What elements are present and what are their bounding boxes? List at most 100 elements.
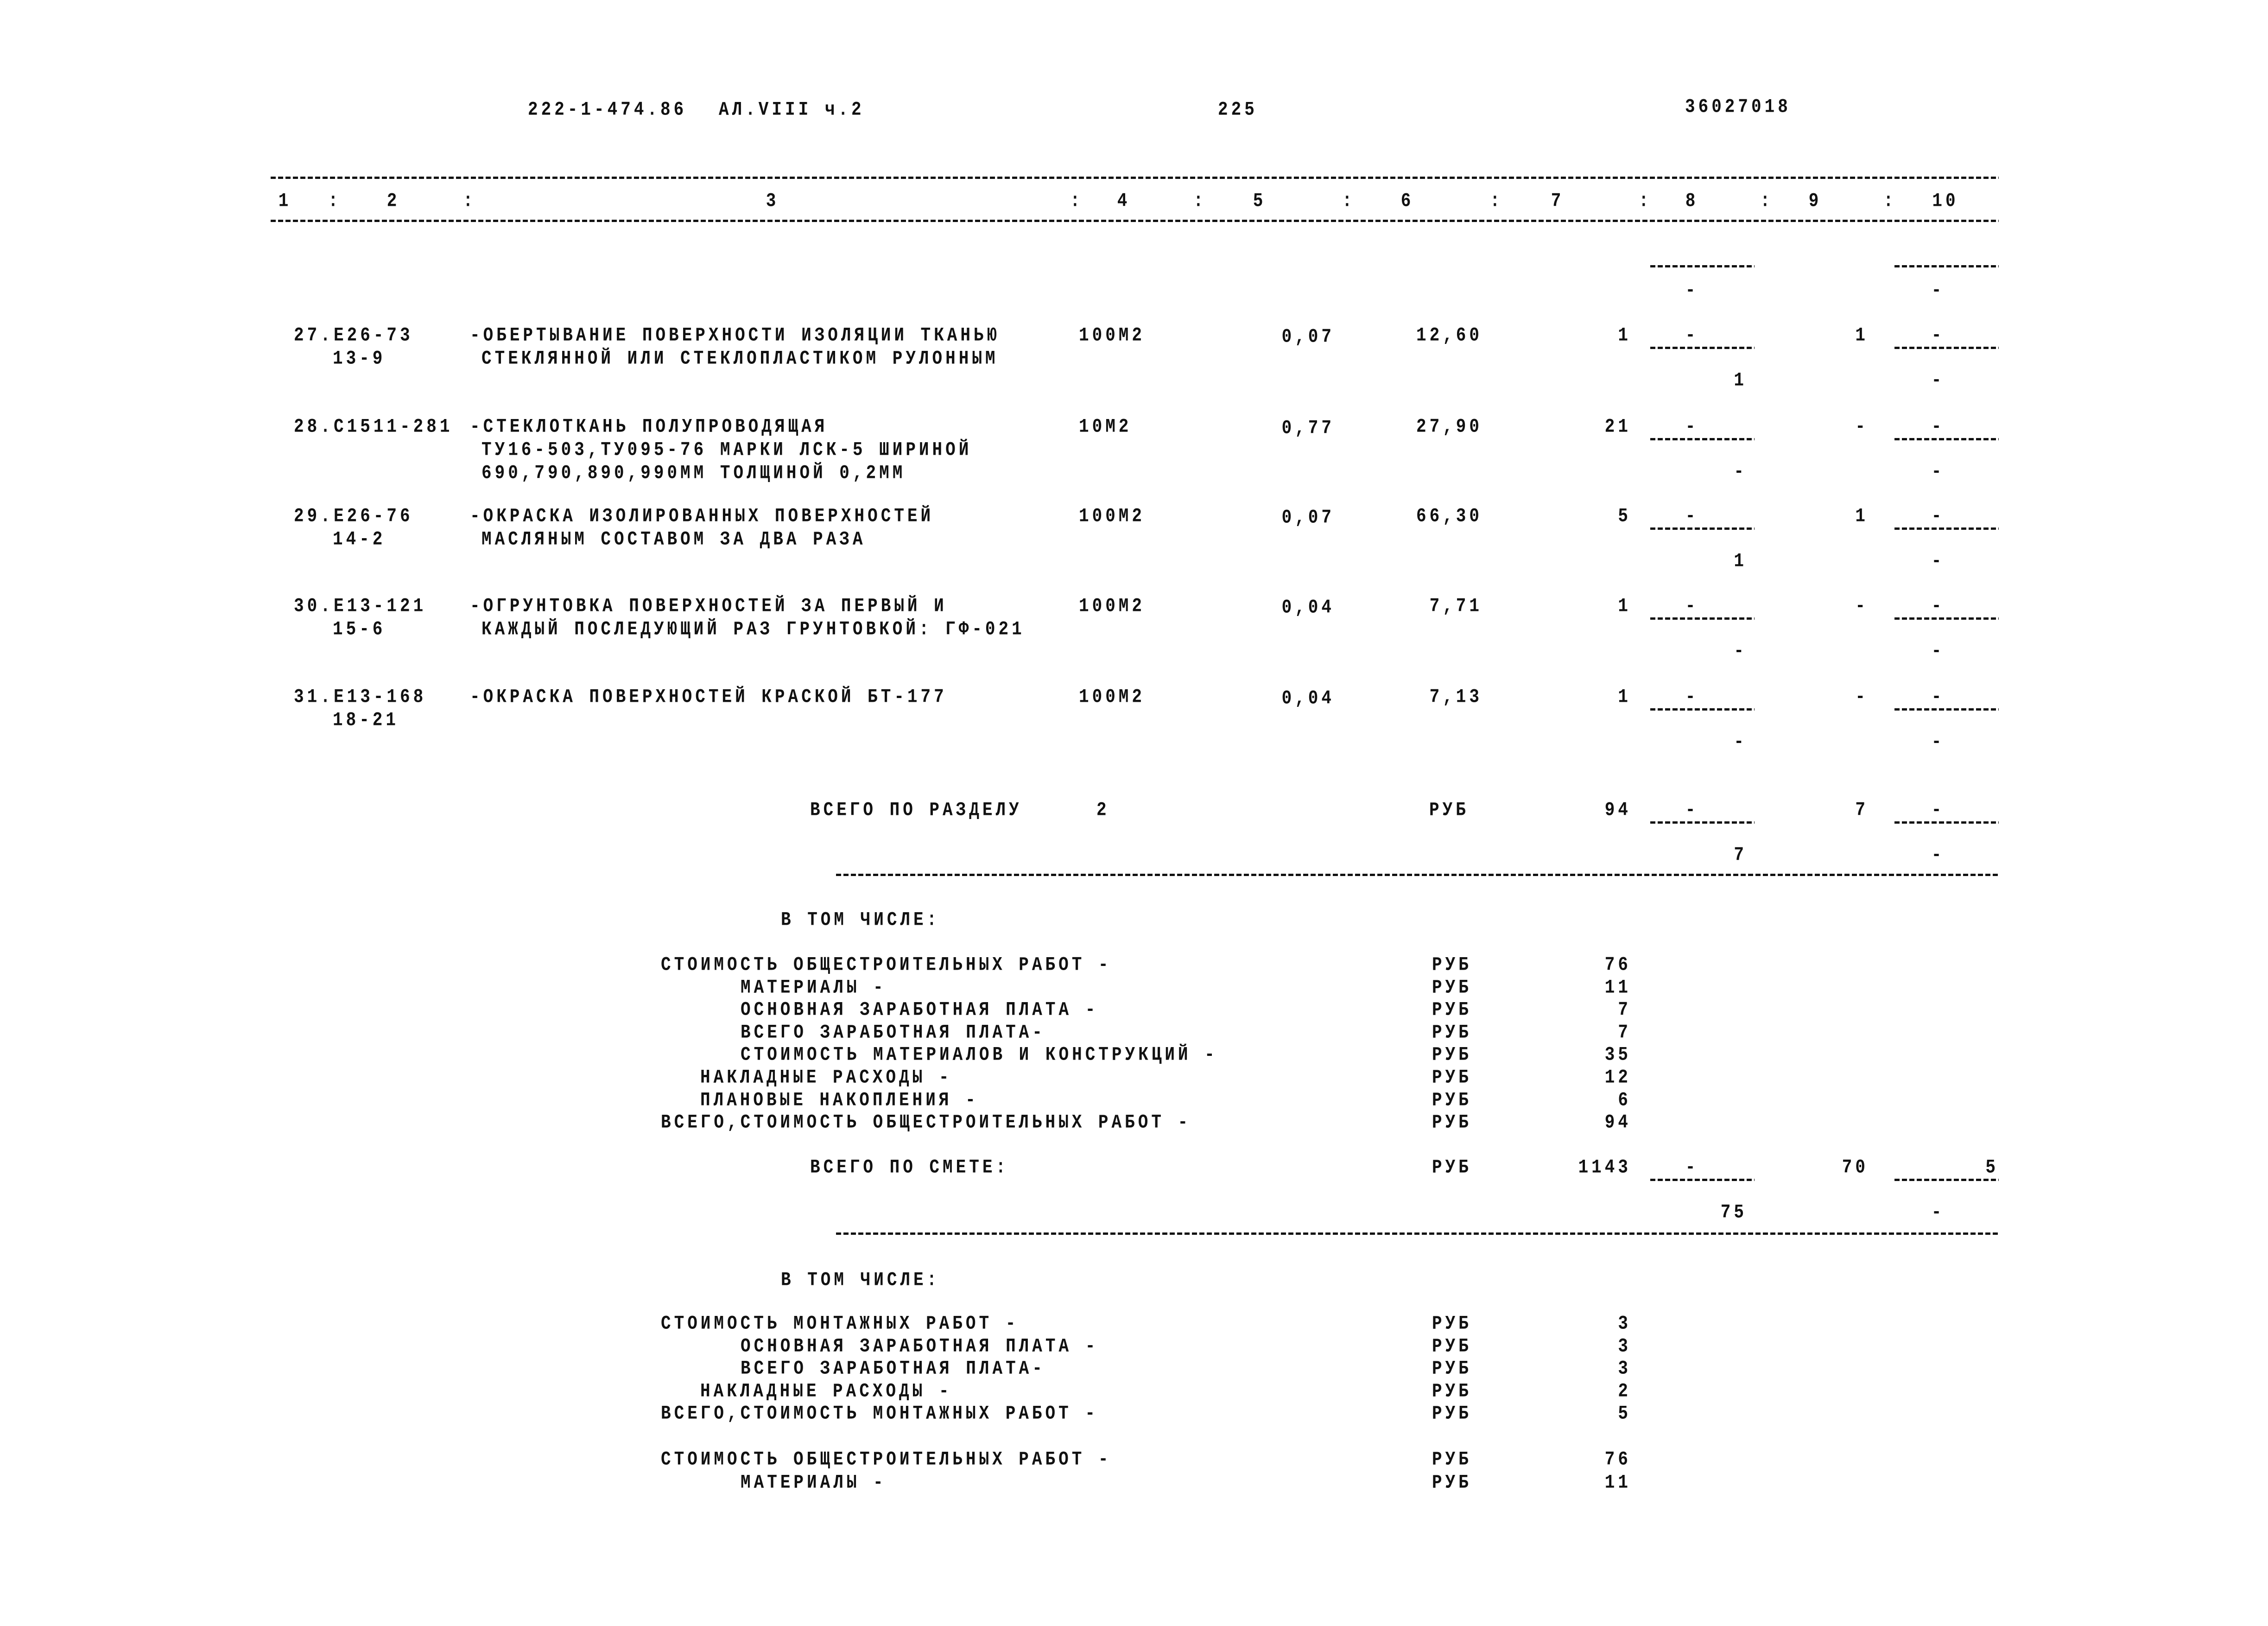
item-code: Е13-168 xyxy=(334,686,427,708)
breakdown-label: ВСЕГО ЗАРАБОТНАЯ ПЛАТА- xyxy=(741,1021,1045,1043)
item-col9: 1 xyxy=(1855,324,1869,346)
breakdown-label: МАТЕРИАЛЫ - xyxy=(741,1471,887,1493)
item-unit: 100М2 xyxy=(1079,686,1146,708)
breakdown-label: ВСЕГО,СТОИМОСТЬ ОБЩЕСТРОИТЕЛЬНЫХ РАБОТ - xyxy=(661,1112,1191,1134)
item-col7: 1 xyxy=(1618,595,1631,617)
item-col10-top: - xyxy=(1931,415,1945,438)
item-col8-bottom: - xyxy=(1734,730,1747,753)
column-separator: : xyxy=(1193,190,1207,212)
column-header-5: 5 xyxy=(1253,190,1267,212)
item-col10-bottom: - xyxy=(1931,460,1945,483)
section-total-col7: 94 xyxy=(1604,799,1631,821)
item-col8-rule xyxy=(1650,708,1755,711)
item-quantity: 0,04 xyxy=(1281,596,1335,618)
carryover-rule-col10 xyxy=(1894,265,1999,267)
section-total-col8-top: - xyxy=(1685,799,1699,821)
item-col10-top: - xyxy=(1931,505,1945,527)
item-unit-price: 7,71 xyxy=(1429,595,1482,617)
column-header-3: 3 xyxy=(766,190,779,212)
section-total-col8-rule xyxy=(1650,821,1755,824)
item-col10-bottom: - xyxy=(1931,550,1945,572)
column-separator: : xyxy=(1342,190,1356,212)
breakdown-unit: РУБ xyxy=(1432,1066,1472,1088)
estimate-total-unit: РУБ xyxy=(1432,1156,1472,1178)
carryover-col8: - xyxy=(1685,279,1699,301)
estimate-total-col10-top: 5 xyxy=(1985,1156,1999,1178)
breakdown-label: ОСНОВНАЯ ЗАРАБОТНАЯ ПЛАТА - xyxy=(741,999,1099,1021)
item-col10-rule xyxy=(1894,708,1999,711)
item-code: Е26-73 xyxy=(334,324,413,346)
column-separator: : xyxy=(1760,190,1774,212)
breakdown-value: 12 xyxy=(1604,1066,1631,1088)
breakdown-value: 7 xyxy=(1618,1021,1631,1043)
item-col8-top: - xyxy=(1685,324,1699,346)
column-header-2: 2 xyxy=(386,190,400,212)
estimate-total-col9: 70 xyxy=(1842,1156,1869,1178)
breakdown-unit: РУБ xyxy=(1432,1335,1472,1357)
breakdown-heading: В ТОМ ЧИСЛЕ: xyxy=(781,1269,940,1291)
item-col8-top: - xyxy=(1685,505,1699,527)
item-description: ТУ16-503,ТУ095-76 МАРКИ ЛСК-5 ШИРИНОЙ xyxy=(481,438,972,461)
section-total-col9: 7 xyxy=(1855,799,1869,821)
page-number: 225 xyxy=(1218,98,1258,121)
item-description: МАСЛЯНЫМ СОСТАВОМ ЗА ДВА РАЗА xyxy=(481,528,866,550)
section-total-col10-rule xyxy=(1894,821,1999,824)
section-total-rule xyxy=(836,874,1999,876)
item-col8-bottom: - xyxy=(1734,460,1747,483)
item-col8-bottom: 1 xyxy=(1734,369,1747,391)
item-quantity: 0,07 xyxy=(1281,325,1335,348)
breakdown-unit: РУБ xyxy=(1432,953,1472,976)
breakdown-unit: РУБ xyxy=(1432,1380,1472,1402)
item-col7: 5 xyxy=(1618,505,1631,527)
breakdown-unit: РУБ xyxy=(1432,1044,1472,1066)
column-separator: : xyxy=(1639,190,1652,212)
item-col9: - xyxy=(1855,686,1869,708)
section-total-unit: РУБ xyxy=(1429,799,1469,821)
item-code: Е13-121 xyxy=(334,595,427,617)
breakdown-unit: РУБ xyxy=(1432,1021,1472,1043)
breakdown-unit: РУБ xyxy=(1432,1312,1472,1334)
item-number: 31. xyxy=(294,686,334,708)
item-description: -ОБЕРТЫВАНИЕ ПОВЕРХНОСТИ ИЗОЛЯЦИИ ТКАНЬЮ xyxy=(470,324,1001,346)
item-code-line2: 18-21 xyxy=(333,709,399,731)
column-separator: : xyxy=(1883,190,1897,212)
item-description: КАЖДЫЙ ПОСЛЕДУЮЩИЙ РАЗ ГРУНТОВКОЙ: ГФ-02… xyxy=(481,618,1025,640)
column-separator: : xyxy=(463,190,476,212)
breakdown-heading: В ТОМ ЧИСЛЕ: xyxy=(781,908,940,931)
item-col10-bottom: - xyxy=(1931,730,1945,753)
item-col10-rule xyxy=(1894,347,1999,349)
breakdown-label: ВСЕГО,СТОИМОСТЬ МОНТАЖНЫХ РАБОТ - xyxy=(661,1403,1098,1425)
column-separator: : xyxy=(1070,190,1083,212)
column-header-10: 10 xyxy=(1932,190,1959,212)
breakdown-value: 35 xyxy=(1604,1044,1631,1066)
breakdown-label: НАКЛАДНЫЕ РАСХОДЫ - xyxy=(700,1066,952,1088)
breakdown-label: ПЛАНОВЫЕ НАКОПЛЕНИЯ - xyxy=(700,1089,979,1111)
breakdown-value: 11 xyxy=(1604,1471,1631,1493)
breakdown-label: СТОИМОСТЬ ОБЩЕСТРОИТЕЛЬНЫХ РАБОТ - xyxy=(661,953,1112,976)
carryover-rule-col8 xyxy=(1650,265,1755,267)
breakdown-unit: РУБ xyxy=(1432,1448,1472,1470)
item-col10-rule xyxy=(1894,438,1999,440)
column-header-9: 9 xyxy=(1808,190,1822,212)
breakdown-label: СТОИМОСТЬ МОНТАЖНЫХ РАБОТ - xyxy=(661,1312,1019,1334)
item-code-line2: 15-6 xyxy=(333,618,386,640)
item-code: С1511-281 xyxy=(334,415,453,438)
breakdown-unit: РУБ xyxy=(1432,1089,1472,1111)
item-unit-price: 7,13 xyxy=(1429,686,1482,708)
estimate-total-col7: 1143 xyxy=(1578,1156,1631,1178)
breakdown-value: 94 xyxy=(1604,1112,1631,1134)
item-col8-rule xyxy=(1650,438,1755,440)
item-col8-rule xyxy=(1650,347,1755,349)
column-header-4: 4 xyxy=(1117,190,1131,212)
breakdown-label: МАТЕРИАЛЫ - xyxy=(741,976,887,998)
estimate-total-label: ВСЕГО ПО СМЕТЕ: xyxy=(810,1156,1009,1178)
item-description: -ОГРУНТОВКА ПОВЕРХНОСТЕЙ ЗА ПЕРВЫЙ И xyxy=(470,595,947,617)
item-col8-bottom: - xyxy=(1734,640,1747,662)
column-header-7: 7 xyxy=(1551,190,1565,212)
doc-code: 222-1-474.86 xyxy=(528,98,687,121)
item-unit: 100М2 xyxy=(1079,505,1146,527)
item-col9: - xyxy=(1855,595,1869,617)
item-col8-top: - xyxy=(1685,415,1699,438)
item-number: 27. xyxy=(294,324,334,346)
album-label: АЛ.VIII ч.2 xyxy=(719,98,865,121)
